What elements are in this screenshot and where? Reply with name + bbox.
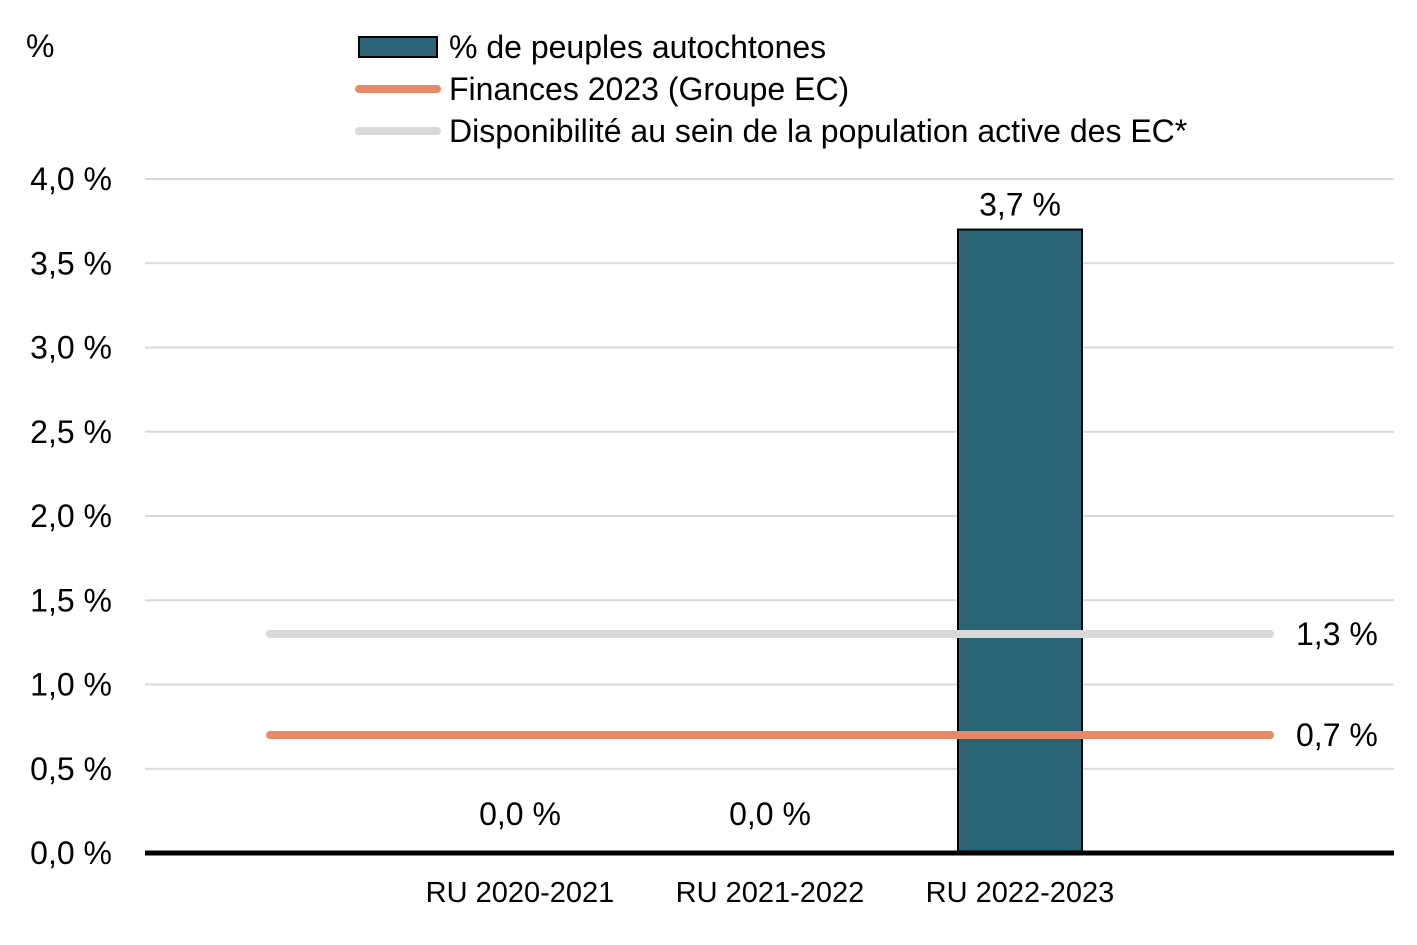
y-tick-labels: 0,0 % 0,5 % 1,0 % 1,5 % 2,0 % 2,5 % 3,0 % 3,5 %… xyxy=(30,161,112,871)
legend-label: Finances 2023 (Groupe EC) xyxy=(449,71,849,107)
reference-lines xyxy=(266,629,1274,740)
x-tick-label: RU 2020-2021 xyxy=(426,877,615,909)
y-tick-label: 4,0 % xyxy=(30,161,112,197)
legend: % de peuples autochtones Finances 2023 (G… xyxy=(355,29,1187,149)
bar-data-label: 0,0 % xyxy=(729,796,811,832)
y-tick-label: 2,0 % xyxy=(30,498,112,534)
y-tick-label: 3,0 % xyxy=(30,330,112,366)
y-tick-label: 3,5 % xyxy=(30,245,112,281)
y-tick-label: 0,0 % xyxy=(30,835,112,871)
gridlines xyxy=(145,178,1394,770)
legend-swatch-bar xyxy=(358,36,438,58)
reference-line-label: 1,3 % xyxy=(1296,616,1378,652)
bar-data-label: 0,0 % xyxy=(479,796,561,832)
bar xyxy=(957,228,1083,855)
y-unit-label: % xyxy=(26,28,54,64)
y-tick-label: 2,5 % xyxy=(30,414,112,450)
legend-label: % de peuples autochtones xyxy=(449,29,826,65)
x-tick-labels: RU 2020-2021 RU 2021-2022 RU 2022-2023 xyxy=(426,877,1115,909)
x-tick-label: RU 2022-2023 xyxy=(926,877,1115,909)
bar-data-label: 3,7 % xyxy=(979,187,1061,223)
y-tick-label: 0,5 % xyxy=(30,751,112,787)
y-tick-label: 1,0 % xyxy=(30,667,112,703)
data-labels: 0,0 % 0,0 % 3,7 % 0,7 % 1,3 % xyxy=(479,187,1378,832)
reference-line-label: 0,7 % xyxy=(1296,717,1378,753)
bars xyxy=(957,228,1083,855)
legend-label: Disponibilité au sein de la population a… xyxy=(449,113,1187,149)
x-tick-label: RU 2021-2022 xyxy=(676,877,865,909)
y-tick-label: 1,5 % xyxy=(30,582,112,618)
